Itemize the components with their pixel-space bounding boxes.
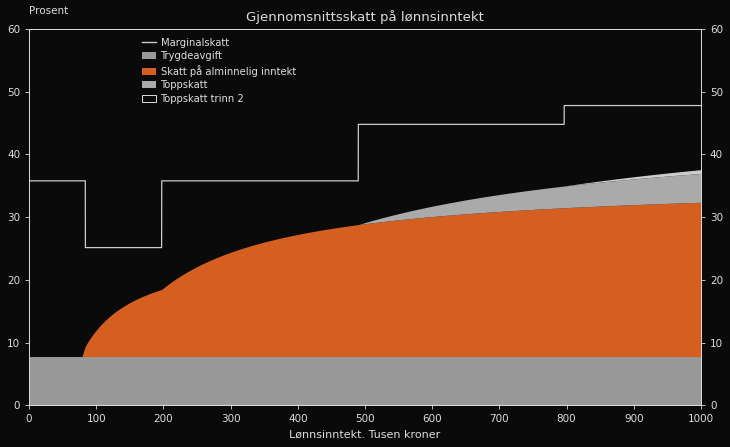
Text: Prosent: Prosent: [29, 6, 69, 16]
Title: Gjennomsnittsskatt på lønnsinntekt: Gjennomsnittsskatt på lønnsinntekt: [246, 10, 484, 24]
Legend: Marginalskatt, Trygdeavgift, Skatt på alminnelig inntekt, Toppskatt, Toppskatt t: Marginalskatt, Trygdeavgift, Skatt på al…: [142, 38, 296, 104]
X-axis label: Lønnsinntekt. Tusen kroner: Lønnsinntekt. Tusen kroner: [289, 430, 441, 440]
